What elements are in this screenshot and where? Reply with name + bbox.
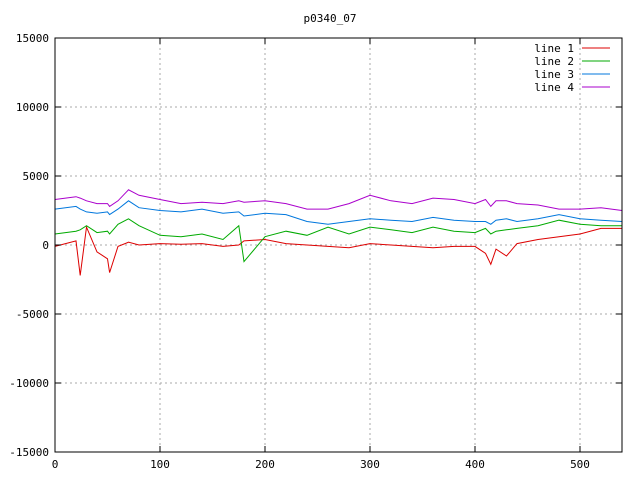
grid-lines	[55, 38, 622, 452]
x-tick-label: 0	[52, 458, 59, 471]
x-tick-label: 300	[360, 458, 380, 471]
y-tick-label: 0	[42, 239, 49, 252]
legend-label-1: line 1	[534, 42, 574, 55]
y-tick-label: -10000	[9, 377, 49, 390]
y-tick-label: -15000	[9, 446, 49, 459]
x-axis: 0 100 200 300 400 500	[52, 38, 590, 471]
legend-label-2: line 2	[534, 55, 574, 68]
series-line-3	[54, 200, 623, 225]
x-tick-label: 500	[570, 458, 590, 471]
y-tick-label: 5000	[23, 170, 50, 183]
series-group	[54, 189, 623, 276]
y-tick-label: -5000	[16, 308, 49, 321]
chart-title: p0340_07	[304, 12, 357, 25]
y-tick-label: 10000	[16, 101, 49, 114]
series-line-4	[54, 189, 623, 211]
legend-label-4: line 4	[534, 81, 574, 94]
x-tick-label: 400	[465, 458, 485, 471]
x-tick-label: 200	[255, 458, 275, 471]
series-line-2	[54, 218, 622, 263]
legend-label-3: line 3	[534, 68, 574, 81]
x-tick-label: 100	[150, 458, 170, 471]
y-axis: -15000 -10000 -5000 0 5000 10000 15000	[9, 32, 622, 459]
series-line-1	[54, 225, 622, 276]
y-tick-label: 15000	[16, 32, 49, 45]
